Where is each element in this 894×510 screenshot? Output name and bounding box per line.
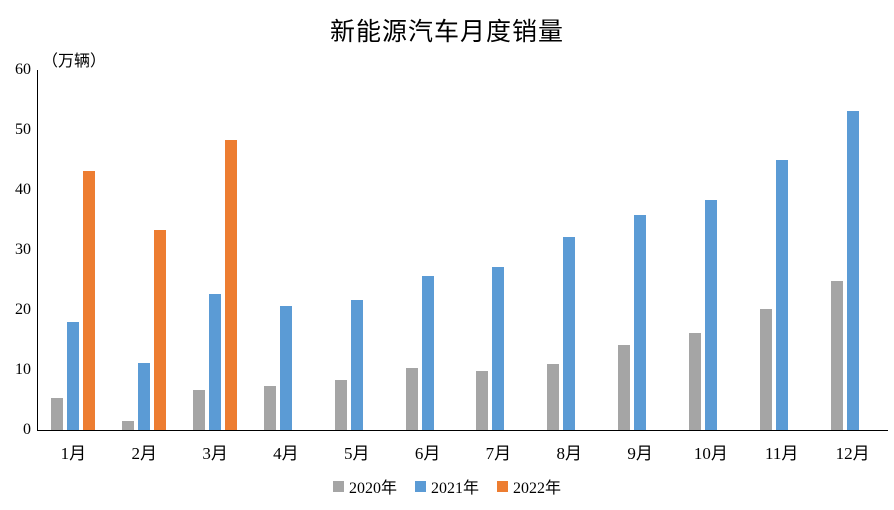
legend-swatch-icon: [414, 480, 426, 492]
x-axis-tick-label-12月: 12月: [835, 444, 870, 463]
y-axis-tick-label-40: 40: [15, 181, 31, 198]
bar-2021年-1月: [67, 322, 80, 430]
plot-area: 0 10 20 30 40 50 60 1月 2月 3月 4月 5月 6月 7月 8月 9月 10月 11月 12月: [15, 61, 888, 463]
bar-2022年-1月: [83, 171, 96, 430]
bar-2021年-11月: [775, 160, 788, 430]
bar-2020年-8月: [547, 364, 560, 430]
bar-2020年-4月: [263, 385, 276, 430]
y-axis-tick-label-50: 50: [15, 121, 31, 138]
bar-2021年-6月: [421, 276, 434, 430]
legend-item-2020年: 2020年: [332, 474, 397, 498]
x-axis-tick-label-9月: 9月: [627, 444, 653, 463]
bar-2020年-12月: [830, 281, 843, 430]
legend-item-2022年: 2022年: [497, 474, 561, 498]
bar-2020年-1月: [51, 398, 64, 430]
x-axis-tick-label-6月: 6月: [414, 444, 441, 463]
bar-2020年-2月: [122, 421, 135, 430]
bar-2020年-3月: [193, 390, 206, 430]
legend-label: 2020年: [348, 480, 397, 497]
bar-2020年-5月: [334, 380, 347, 430]
x-axis-tick-label-3月: 3月: [202, 444, 228, 463]
chart-title: 新能源汽车月度销量: [329, 19, 564, 46]
bar-2021年-5月: [350, 299, 363, 430]
bar-2021年-12月: [846, 110, 859, 430]
x-axis-tick-label-8月: 8月: [556, 444, 582, 463]
bar-2020年-10月: [688, 333, 701, 430]
bar-2020年-9月: [618, 344, 631, 430]
bar-2022年-3月: [225, 139, 238, 430]
y-axis-unit-label: （万辆）: [42, 53, 107, 70]
bar-2022年-2月: [154, 229, 167, 430]
x-axis-tick-label-11月: 11月: [765, 444, 799, 463]
y-axis-tick-label-10: 10: [15, 361, 31, 378]
legend-item-2021年: 2021年: [414, 474, 479, 498]
bar-2021年-2月: [138, 363, 151, 430]
bar-2021年-4月: [279, 306, 292, 430]
x-axis-tick-label-10月: 10月: [693, 444, 728, 463]
bar-2021年-7月: [492, 267, 505, 430]
bar-2021年-3月: [209, 294, 222, 430]
x-axis-tick-label-5月: 5月: [343, 444, 370, 463]
legend: 2020年 2021年 2022年: [0, 474, 894, 498]
legend-swatch-icon: [497, 480, 508, 492]
legend-swatch-icon: [332, 480, 344, 492]
x-axis-tick-label-4月: 4月: [273, 444, 299, 463]
legend-label: 2022年: [513, 480, 562, 497]
y-axis-tick-label-20: 20: [15, 301, 31, 318]
bar-2021年-8月: [563, 237, 576, 430]
x-axis-tick-label-2月: 2月: [131, 444, 157, 463]
y-axis-tick-label-0: 0: [23, 421, 31, 438]
legend-label: 2021年: [430, 480, 479, 497]
bar-2020年-6月: [405, 367, 418, 430]
x-axis-tick-label-1月: 1月: [60, 444, 87, 463]
bar-2020年-7月: [476, 371, 489, 430]
x-axis-tick-label-7月: 7月: [485, 444, 512, 463]
bar-2020年-11月: [759, 309, 772, 430]
bar-2021年-10月: [704, 200, 717, 430]
y-axis-tick-label-60: 60: [15, 61, 31, 78]
y-axis-tick-label-30: 30: [15, 241, 31, 258]
bar-2021年-9月: [634, 215, 647, 430]
